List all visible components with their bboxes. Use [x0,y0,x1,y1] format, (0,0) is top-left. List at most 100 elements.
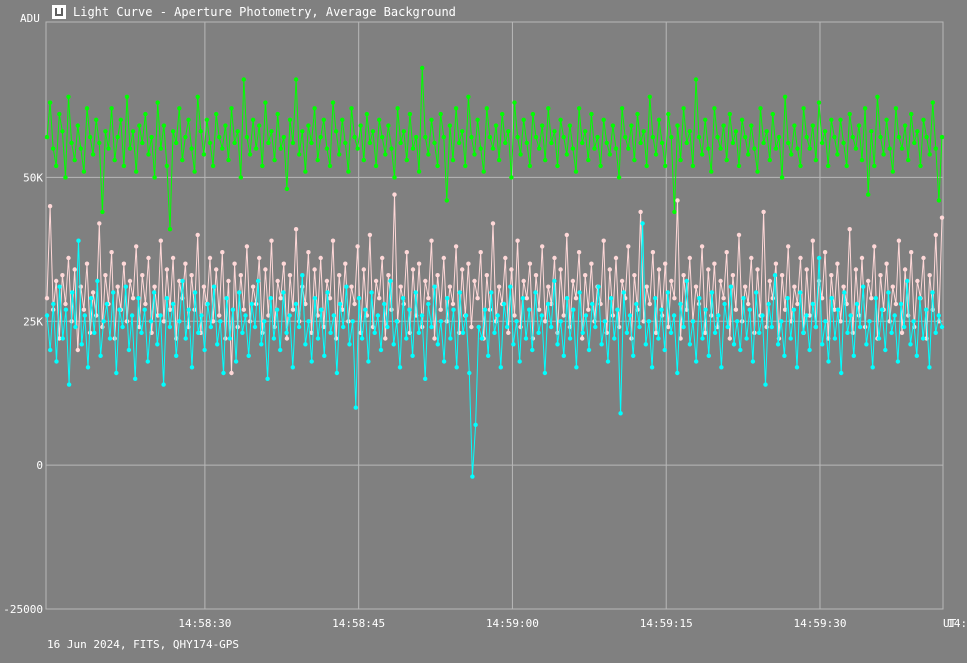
data-point [632,157,637,163]
data-point [616,175,622,180]
data-point [872,244,877,249]
data-point [441,134,446,140]
data-point [404,336,409,341]
data-point [527,163,533,169]
data-point [337,301,343,307]
data-point [920,336,926,341]
data-point [394,319,399,324]
data-point [590,301,595,307]
data-point [870,365,875,370]
data-point [269,238,274,243]
data-point [496,284,502,289]
data-point [561,353,566,358]
data-point [441,255,446,261]
data-point [574,365,579,370]
data-point [567,123,573,128]
data-point [612,336,617,341]
data-point [632,273,637,278]
data-point [829,117,834,123]
data-point [186,117,191,123]
data-point [127,278,133,284]
data-point [540,244,545,249]
data-point [161,319,167,324]
data-point [496,157,502,163]
data-point [570,146,576,151]
data-point [801,330,806,335]
data-point [183,261,188,266]
data-point [44,296,50,301]
data-point [770,296,775,301]
data-point [121,261,127,266]
data-point [927,152,932,157]
data-point [232,140,237,146]
data-point [558,319,563,324]
data-point [712,330,718,335]
data-point [770,111,775,117]
data-point [296,324,302,330]
data-point [445,296,450,301]
data-point [718,278,723,284]
data-point [576,250,582,255]
data-point [586,157,591,163]
data-point [100,209,105,215]
data-point [207,140,213,146]
data-point [416,261,422,266]
data-point [275,278,280,284]
x-tick-label: 14:59:15 [640,617,693,630]
data-point [857,324,863,330]
data-point [120,324,125,330]
data-point [356,296,362,301]
data-point [247,152,253,157]
data-point [103,129,108,134]
data-point [441,359,447,364]
data-point [879,307,885,312]
data-point [63,175,68,180]
data-point [278,146,283,151]
data-point [810,238,815,243]
data-point [463,163,468,169]
data-point [684,278,689,284]
data-point [644,284,649,289]
data-point [867,319,872,324]
data-point [284,330,289,335]
data-point [97,221,102,226]
data-point [933,232,938,238]
data-point [63,307,69,312]
data-point [694,359,699,364]
data-point [306,319,311,324]
data-point [490,146,496,151]
data-point [536,146,542,151]
data-point [367,140,373,146]
data-point [829,296,834,301]
data-point [527,307,532,312]
data-point [134,169,139,174]
data-point [84,106,90,111]
data-point [725,324,730,330]
data-point [72,157,77,163]
data-point [761,209,766,215]
data-point [776,134,782,140]
data-point [123,284,128,289]
data-point [389,146,394,151]
data-point [896,134,902,140]
data-point [835,307,841,312]
data-point [766,301,771,307]
data-point [481,169,486,174]
data-point [472,278,477,284]
light-curve-app-icon[interactable] [52,5,66,19]
data-point [789,152,794,157]
data-point [359,336,365,341]
data-point [586,307,591,312]
data-point [266,313,271,318]
data-point [100,324,105,330]
data-point [51,146,56,151]
data-point [699,152,705,157]
data-point [290,365,295,370]
data-point [659,307,664,312]
data-point [325,290,330,295]
data-point [189,365,195,370]
data-point [48,347,53,353]
data-point [140,140,145,146]
data-point [321,117,326,123]
